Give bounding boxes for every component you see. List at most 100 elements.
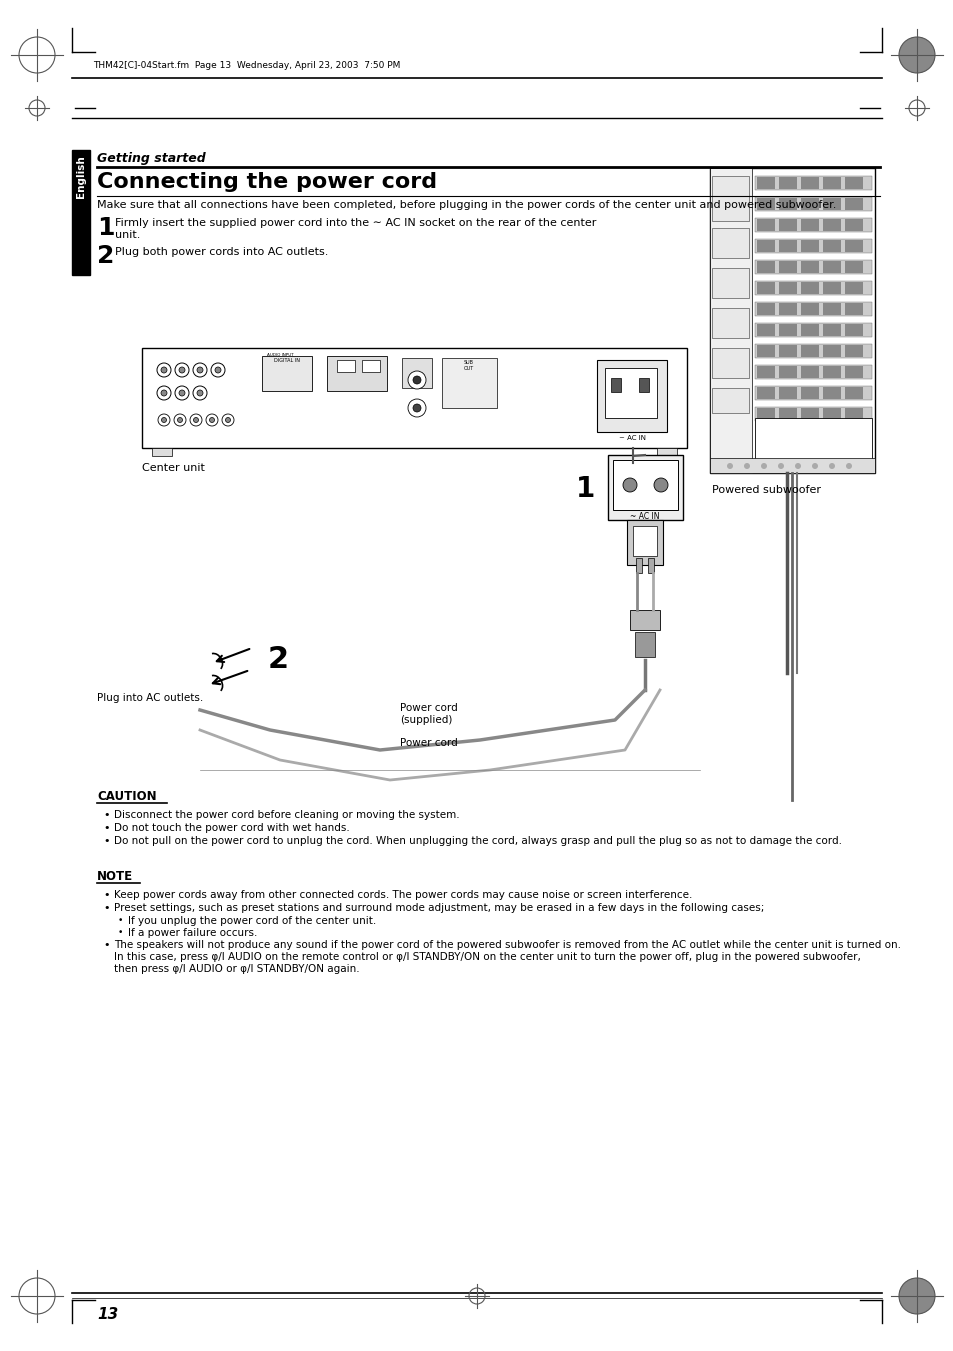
Bar [822, 177, 841, 189]
Bar [801, 324, 818, 336]
Bar [844, 199, 862, 209]
Text: Plug both power cords into AC outlets.: Plug both power cords into AC outlets. [115, 247, 328, 257]
Text: 13: 13 [97, 1306, 118, 1323]
Bar [844, 345, 862, 357]
Bar [639, 378, 648, 392]
Text: Do not touch the power cord with wet hands.: Do not touch the power cord with wet han… [113, 823, 350, 834]
Bar [801, 219, 818, 231]
Bar [709, 168, 874, 473]
Bar [779, 386, 796, 399]
Circle shape [811, 463, 817, 469]
Circle shape [206, 413, 218, 426]
Bar [635, 632, 655, 657]
Circle shape [828, 463, 834, 469]
Bar [626, 520, 662, 565]
Circle shape [161, 367, 167, 373]
Bar [779, 177, 796, 189]
Circle shape [157, 386, 171, 400]
Text: THM42[C]-04Start.fm  Page 13  Wednesday, April 23, 2003  7:50 PM: THM42[C]-04Start.fm Page 13 Wednesday, A… [92, 61, 400, 70]
Bar [754, 259, 871, 274]
Bar [607, 455, 682, 520]
Bar [604, 367, 657, 417]
Text: 1: 1 [576, 476, 595, 503]
Bar [779, 261, 796, 273]
Text: 2: 2 [267, 644, 288, 674]
Bar [757, 324, 774, 336]
Text: 1: 1 [97, 216, 114, 240]
Bar [822, 199, 841, 209]
Circle shape [193, 363, 207, 377]
Bar [401, 358, 432, 388]
Text: •: • [118, 928, 123, 938]
Bar [801, 199, 818, 209]
Text: •: • [103, 902, 110, 913]
Bar [822, 219, 841, 231]
Bar [779, 303, 796, 315]
Bar [71, 150, 90, 276]
Circle shape [743, 463, 749, 469]
Circle shape [794, 463, 801, 469]
Bar [844, 386, 862, 399]
Text: Connecting the power cord: Connecting the power cord [97, 172, 436, 192]
Bar [822, 345, 841, 357]
Circle shape [778, 463, 783, 469]
Bar [822, 261, 841, 273]
Circle shape [190, 413, 202, 426]
Circle shape [222, 413, 233, 426]
Bar [754, 197, 871, 211]
Circle shape [413, 404, 420, 412]
Bar [779, 366, 796, 378]
Bar [754, 417, 871, 463]
Text: In this case, press φ/I AUDIO on the remote control or φ/I STANDBY/ON on the cen: In this case, press φ/I AUDIO on the rem… [113, 952, 860, 962]
Circle shape [408, 399, 426, 417]
Bar [636, 558, 641, 573]
Circle shape [174, 363, 189, 377]
Circle shape [193, 417, 198, 423]
Bar [142, 349, 686, 449]
Circle shape [408, 372, 426, 389]
Bar [597, 359, 666, 432]
Bar [801, 177, 818, 189]
Text: AUDIO INPUT: AUDIO INPUT [267, 353, 294, 357]
Text: Firmly insert the supplied power cord into the ∼ AC IN socket on the rear of the: Firmly insert the supplied power cord in… [115, 218, 596, 239]
Bar [801, 240, 818, 253]
Bar [844, 240, 862, 253]
Bar [757, 219, 774, 231]
Bar [822, 408, 841, 420]
Bar [633, 526, 657, 557]
Bar [441, 358, 497, 408]
Text: Powered subwoofer: Powered subwoofer [711, 485, 821, 494]
Bar [336, 359, 355, 372]
Bar [754, 407, 871, 422]
Text: •: • [103, 940, 110, 950]
Bar [754, 281, 871, 295]
Bar [779, 345, 796, 357]
Text: Plug into AC outlets.: Plug into AC outlets. [97, 693, 203, 703]
Circle shape [726, 463, 732, 469]
Bar [361, 359, 379, 372]
Bar [779, 199, 796, 209]
Bar [801, 282, 818, 295]
Bar [629, 611, 659, 630]
Bar [754, 176, 871, 190]
Bar [779, 282, 796, 295]
Circle shape [214, 367, 221, 373]
Text: SUB
OUT: SUB OUT [463, 359, 474, 370]
Circle shape [845, 463, 851, 469]
Bar [801, 345, 818, 357]
Bar [757, 240, 774, 253]
Bar [327, 357, 387, 390]
Bar [757, 303, 774, 315]
Bar [613, 459, 678, 509]
Circle shape [177, 417, 182, 423]
Bar [757, 177, 774, 189]
Bar [801, 366, 818, 378]
Text: Keep power cords away from other connected cords. The power cords may cause nois: Keep power cords away from other connect… [113, 890, 692, 900]
Bar [647, 558, 654, 573]
Circle shape [622, 478, 637, 492]
Text: Disconnect the power cord before cleaning or moving the system.: Disconnect the power cord before cleanin… [113, 811, 459, 820]
Bar [801, 386, 818, 399]
Circle shape [196, 390, 203, 396]
Bar [779, 408, 796, 420]
Bar [711, 388, 748, 413]
